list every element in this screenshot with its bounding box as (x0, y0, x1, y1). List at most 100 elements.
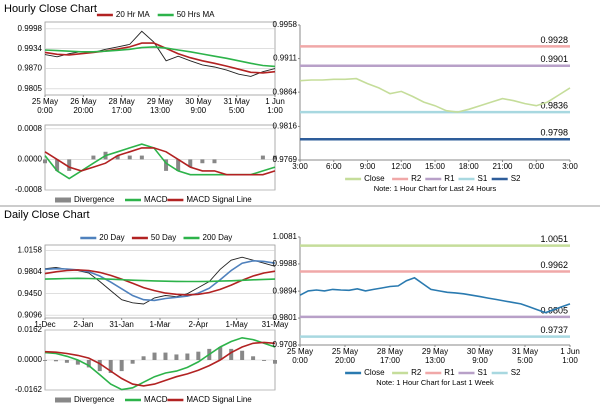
divergence-bar (119, 360, 124, 372)
series-line (299, 77, 571, 113)
series-line (44, 341, 276, 387)
x-tick-label: 13:00 (425, 356, 446, 365)
divergence-bar (141, 356, 146, 360)
x-tick-label: 0:00 (528, 162, 544, 171)
divergence-bar (240, 350, 245, 360)
y-tick-label: 0.9708 (273, 340, 298, 349)
legend-label: MACD Signal Line (186, 195, 252, 204)
legend-label: 200 Day (203, 233, 233, 242)
y-tick-label: 0.0162 (18, 325, 43, 334)
x-tick-label: 21:00 (492, 162, 513, 171)
x-tick-label: 30 May (467, 347, 493, 356)
divergence-bar (97, 360, 102, 372)
x-tick-label: 20:00 (73, 106, 94, 115)
y-tick-label: 1.0158 (18, 246, 43, 255)
section-title: Hourly Close Chart (4, 3, 97, 15)
legend-label: S2 (511, 368, 521, 377)
y-tick-label: 0.9988 (273, 259, 298, 268)
y-tick-label: 0.9894 (273, 286, 298, 295)
x-tick-label: 31-Jan (109, 320, 133, 329)
divergence-bar (75, 360, 80, 365)
legend-swatch (55, 197, 71, 203)
x-tick-label: 25 May (332, 347, 358, 356)
level-label: 0.9836 (540, 101, 568, 111)
divergence-bar (196, 351, 201, 360)
level-label: 0.9928 (540, 35, 568, 45)
y-tick-label: 0.0008 (18, 124, 43, 133)
legend-label: MACD (144, 395, 168, 404)
divergence-bar (86, 360, 91, 368)
series-line (44, 336, 276, 391)
level-label: 0.9798 (540, 128, 568, 138)
divergence-bar (139, 155, 144, 160)
level-label: 0.9962 (540, 260, 568, 270)
series-line (44, 269, 276, 296)
x-tick-label: 28 May (109, 97, 135, 106)
x-tick-label: 30 May (185, 97, 211, 106)
x-tick-label: 1:00 (267, 106, 283, 115)
y-tick-label: 0.9096 (18, 310, 43, 319)
x-tick-label: 9:00 (191, 106, 207, 115)
legend-swatch (55, 397, 71, 403)
legend-label: 50 Day (151, 233, 176, 242)
y-tick-label: 0.9801 (273, 313, 298, 322)
x-tick-label: 3:00 (562, 162, 578, 171)
series-line (44, 147, 276, 176)
x-tick-label: 17:00 (112, 106, 133, 115)
y-tick-label: 0.9870 (18, 64, 43, 73)
x-tick-label: 31 May (224, 97, 250, 106)
x-tick-label: 18:00 (459, 162, 480, 171)
y-tick-label: 0.9958 (273, 20, 298, 29)
divergence-bar (108, 360, 113, 373)
divergence-bar (260, 155, 265, 160)
x-tick-label: 15:00 (425, 162, 446, 171)
divergence-bar (164, 159, 169, 171)
x-tick-label: 20:00 (335, 356, 356, 365)
x-tick-label: 28 May (377, 347, 403, 356)
x-tick-label: 17:00 (380, 356, 401, 365)
x-tick-label: 29 May (422, 347, 448, 356)
legend-label: S1 (478, 174, 488, 183)
x-tick-label: 31 May (512, 347, 538, 356)
legend-label: R1 (444, 368, 455, 377)
divergence-bar (188, 159, 193, 168)
series-line (44, 42, 276, 74)
y-tick-label: 0.0000 (18, 155, 43, 164)
divergence-bar (273, 155, 277, 160)
x-tick-label: 3:00 (292, 162, 308, 171)
legend-label: Divergence (74, 395, 115, 404)
x-tick-label: 1-May (226, 320, 248, 329)
x-tick-label: 5:00 (229, 106, 245, 115)
x-tick-label: 1 Jun (560, 347, 580, 356)
legend-label: R2 (411, 174, 422, 183)
legend-label: MACD Signal Line (186, 395, 252, 404)
x-tick-label: 5:00 (517, 356, 533, 365)
x-tick-label: 25 May (32, 97, 58, 106)
legend-label: 20 Hr MA (116, 10, 150, 19)
x-tick-label: 0:00 (37, 106, 53, 115)
y-tick-label: 0.9934 (18, 44, 43, 53)
x-tick-label: 12:00 (391, 162, 412, 171)
x-tick-label: 31-May (262, 320, 289, 329)
x-tick-label: 1-Dec (34, 320, 55, 329)
divergence-bar (185, 353, 190, 360)
x-tick-label: 25 May (287, 347, 313, 356)
divergence-bar (43, 159, 47, 164)
series-line (44, 277, 276, 283)
series-line (44, 46, 276, 68)
y-tick-label: 0.9864 (273, 87, 298, 96)
x-tick-label: 0:00 (292, 356, 308, 365)
x-tick-label: 9:00 (472, 356, 488, 365)
divergence-bar (130, 360, 135, 364)
divergence-bar (229, 348, 234, 360)
legend-label: 50 Hrs MA (177, 10, 215, 19)
x-tick-label: 13:00 (150, 106, 171, 115)
legend-label: R2 (411, 368, 422, 377)
divergence-bar (55, 159, 60, 171)
divergence-bar (43, 360, 47, 361)
y-tick-label: 0.9998 (18, 24, 43, 33)
divergence-bar (251, 356, 256, 360)
y-tick-label: 0.9911 (273, 54, 297, 63)
divergence-bar (127, 155, 132, 160)
